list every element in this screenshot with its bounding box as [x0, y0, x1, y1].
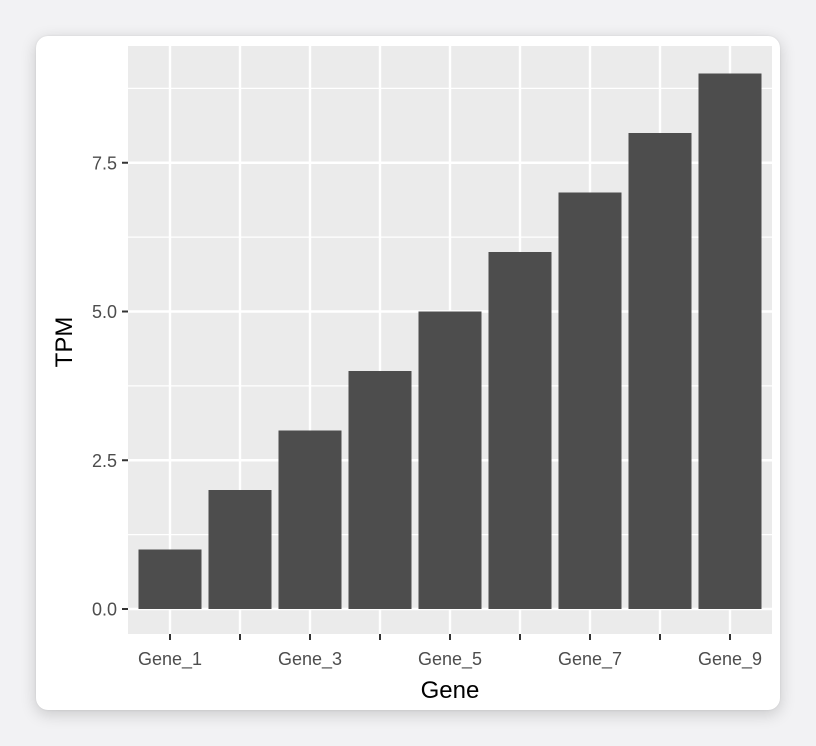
x-tick-label: Gene_1 [138, 649, 202, 670]
x-tick-label: Gene_7 [558, 649, 622, 670]
x-tick-label: Gene_9 [698, 649, 762, 670]
y-tick-label: 0.0 [92, 600, 117, 620]
x-axis-title: Gene [421, 677, 480, 704]
x-tick-label: Gene_5 [418, 649, 482, 670]
bar-Gene_3 [278, 430, 342, 609]
bar-Gene_7 [558, 192, 622, 609]
y-tick-label: 7.5 [92, 153, 117, 173]
x-axis: Gene_1 Gene_3 Gene_5 Gene_7 Gene_9 [138, 634, 762, 670]
y-axis-title: TPM [51, 317, 78, 368]
y-tick-label: 5.0 [92, 302, 117, 322]
y-axis: 0.0 2.5 5.0 7.5 [92, 153, 128, 620]
bar-Gene_5 [418, 311, 482, 609]
bar-Gene_1 [138, 549, 202, 609]
bar-Gene_8 [628, 133, 692, 609]
bar-Gene_4 [348, 371, 412, 609]
bars [138, 73, 762, 609]
x-tick-label: Gene_3 [278, 649, 342, 670]
bar-Gene_9 [698, 73, 762, 609]
y-tick-label: 2.5 [92, 451, 117, 471]
bar-Gene_6 [488, 252, 552, 609]
bar-Gene_2 [208, 490, 272, 609]
